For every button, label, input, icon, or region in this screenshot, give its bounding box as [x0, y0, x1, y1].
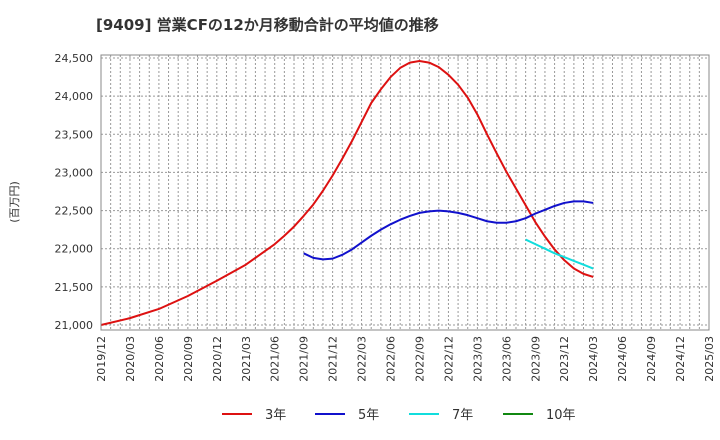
x-tick-label: 2020/03: [124, 336, 137, 382]
x-tick-label: 2021/06: [269, 336, 282, 382]
x-tick-label: 2023/03: [471, 336, 484, 382]
x-tick-label: 2020/09: [182, 336, 195, 382]
series-layer: [100, 60, 594, 326]
x-tick-label: 2024/12: [674, 336, 687, 382]
legend-label: 5年: [358, 408, 379, 423]
x-tick-label: 2022/12: [442, 336, 455, 382]
grid: [100, 55, 710, 330]
x-tick-label: 2020/06: [153, 336, 166, 382]
y-axis-label: (百万円): [8, 181, 21, 223]
legend-label: 3年: [265, 408, 286, 423]
series-line-5年: [303, 200, 594, 261]
y-tick-label: 23,500: [55, 128, 94, 141]
x-tick-label: 2023/06: [500, 336, 513, 382]
plot-frame: [100, 54, 710, 331]
x-tick-label: 2020/12: [211, 336, 224, 382]
x-tick-label: 2024/06: [616, 336, 629, 382]
legend: 3年 5年 7年 10年: [222, 408, 576, 423]
y-tick-label: 22,000: [55, 243, 94, 256]
x-tick-label: 2023/12: [558, 336, 571, 382]
x-tick-label: 2025/03: [703, 336, 716, 382]
x-tick-label: 2021/12: [327, 336, 340, 382]
series-line-7年: [525, 238, 594, 270]
y-tick-label: 21,000: [55, 319, 94, 332]
y-tick-label: 24,500: [55, 52, 94, 65]
x-tick-label: 2024/09: [645, 336, 658, 382]
x-tick-label: 2024/03: [587, 336, 600, 382]
chart-title: [9409] 営業CFの12か月移動合計の平均値の推移: [96, 16, 439, 34]
y-tick-label: 23,000: [55, 166, 94, 179]
x-axis: 2019/12 2020/03 2020/06 2020/09 2020/12 2021/…: [95, 336, 716, 382]
x-tick-label: 2021/09: [298, 336, 311, 382]
x-tick-label: 2022/06: [385, 336, 398, 382]
y-tick-label: 21,500: [55, 281, 94, 294]
x-tick-label: 2022/09: [413, 336, 426, 382]
y-tick-label: 24,000: [55, 90, 94, 103]
x-tick-label: 2021/03: [240, 336, 253, 382]
x-tick-label: 2023/09: [529, 336, 542, 382]
y-tick-label: 22,500: [55, 205, 94, 218]
series-line-3年: [100, 60, 594, 326]
x-tick-label: 2019/12: [95, 336, 108, 382]
legend-label: 10年: [546, 408, 576, 423]
x-tick-label: 2022/03: [356, 336, 369, 382]
legend-label: 7年: [452, 408, 473, 423]
y-axis: 21,000 21,500 22,000 22,500 23,000 23,500 24,0…: [55, 52, 94, 332]
